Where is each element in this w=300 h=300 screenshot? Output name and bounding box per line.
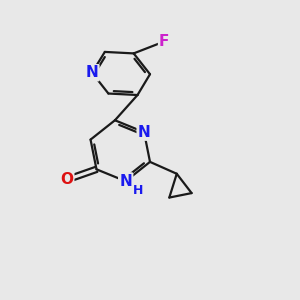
Text: H: H: [133, 184, 143, 196]
Text: N: N: [138, 125, 150, 140]
Text: N: N: [86, 65, 98, 80]
Text: N: N: [119, 174, 132, 189]
Text: N: N: [119, 174, 132, 189]
Text: F: F: [159, 34, 169, 49]
Text: O: O: [60, 172, 73, 187]
